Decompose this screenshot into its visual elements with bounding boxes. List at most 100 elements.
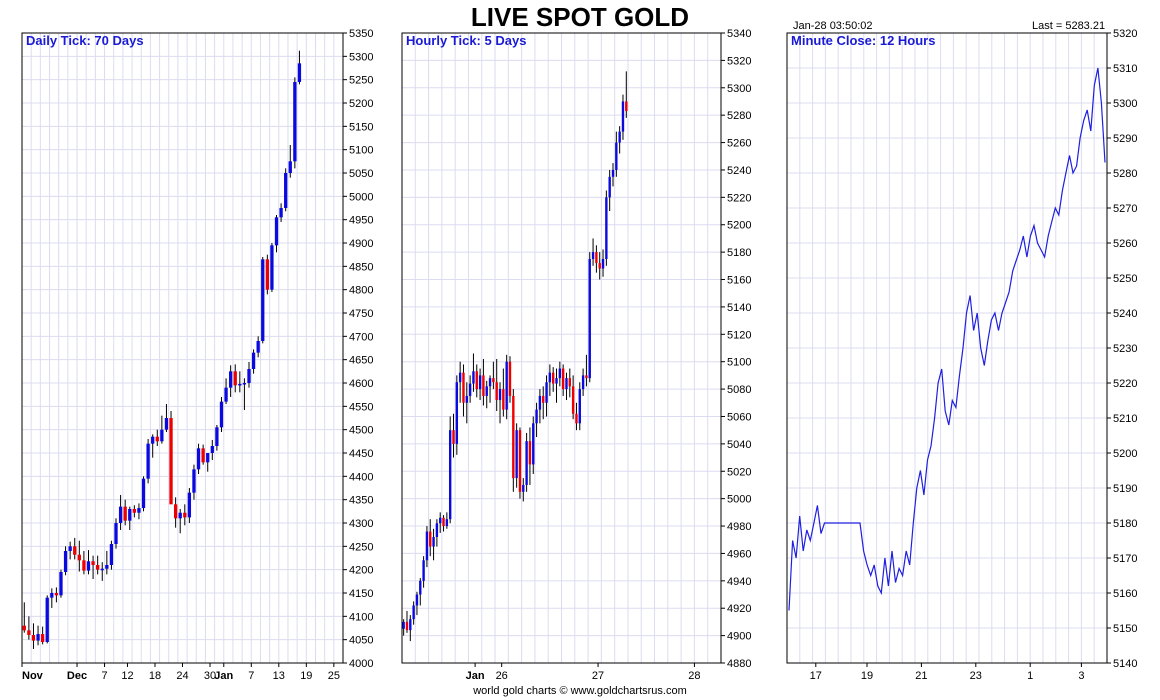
y-tick-label: 4650 (349, 355, 373, 367)
candle-body (73, 546, 77, 555)
candle-body (59, 572, 63, 596)
candle-body (293, 82, 297, 162)
y-tick-label: 4250 (349, 541, 373, 553)
candle-body (425, 531, 429, 561)
y-tick-label: 4900 (349, 238, 373, 250)
x-tick-label: Dec (67, 670, 87, 682)
y-tick-label: 5350 (349, 28, 373, 40)
candle-body (233, 371, 237, 386)
candle-body (169, 418, 173, 505)
y-tick-label: 5260 (727, 138, 751, 150)
x-tick-label: 30 (204, 670, 216, 682)
candle-body (178, 512, 182, 519)
y-tick-label: 5000 (727, 494, 751, 506)
candle-body (532, 423, 535, 465)
candle-body (475, 371, 478, 390)
y-tick-label: 4500 (349, 425, 373, 437)
candle-body (445, 519, 449, 527)
candle-body (545, 382, 548, 403)
candle-body (495, 382, 498, 401)
y-tick-label: 4880 (727, 658, 751, 670)
candle-body (82, 560, 86, 571)
x-tick-label: 3 (1078, 670, 1084, 682)
candle-body (415, 594, 419, 606)
candle-body (256, 341, 260, 353)
y-tick-label: 4200 (349, 565, 373, 577)
candle-body (551, 372, 555, 384)
candle-body (595, 252, 598, 264)
candle-body (591, 252, 595, 259)
y-tick-label: 4980 (727, 521, 751, 533)
candle-body (242, 383, 247, 385)
candle-body (206, 453, 210, 463)
y-tick-label: 5240 (727, 165, 751, 177)
candle-body (164, 418, 169, 430)
y-tick-label: 4300 (349, 518, 373, 530)
x-tick-label: 17 (810, 670, 822, 682)
y-tick-label: 5220 (1113, 378, 1137, 390)
candle-body (611, 169, 615, 177)
candle-body (196, 448, 201, 470)
candle-body (419, 580, 422, 595)
candle-body (279, 208, 283, 218)
candle-body (485, 386, 488, 396)
y-tick-label: 4000 (349, 658, 373, 670)
y-tick-label: 5100 (727, 357, 751, 369)
x-tick-label: 28 (688, 670, 700, 682)
x-tick-label: 26 (496, 670, 508, 682)
y-tick-label: 4150 (349, 588, 373, 600)
candle-body (478, 375, 482, 390)
candle-body (151, 436, 155, 444)
candle-body (50, 593, 54, 598)
candle-body (605, 197, 608, 259)
y-tick-label: 5280 (727, 110, 751, 122)
x-tick-label: 12 (121, 670, 133, 682)
candle-body (100, 568, 104, 571)
candle-body (482, 375, 485, 396)
candle-body (274, 217, 279, 246)
candle-body (68, 546, 72, 551)
candle-body (123, 506, 127, 521)
panel-title: Minute Close: 12 Hours (791, 33, 935, 48)
series-line (788, 67, 1106, 611)
y-tick-label: 4400 (349, 471, 373, 483)
y-tick-label: 5050 (349, 168, 373, 180)
x-tick-label: Nov (22, 670, 44, 682)
candle-body (228, 371, 233, 388)
panel-daily: 4000 4050 4100 4150 4200 4250 4300 4350 4400 4450… (21, 28, 373, 682)
y-tick-label: 5300 (1113, 98, 1137, 110)
x-tick-label: 21 (915, 670, 927, 682)
candle-body (565, 378, 568, 390)
y-tick-label: 4750 (349, 308, 373, 320)
candle-body (558, 368, 562, 379)
candle-body (625, 101, 628, 112)
candle-body (535, 409, 538, 424)
candle-body (128, 509, 132, 521)
candle-body (588, 258, 591, 379)
y-tick-label: 5200 (349, 98, 373, 110)
x-tick-label: Jan (466, 670, 485, 682)
candle-body (601, 258, 605, 269)
y-tick-label: 5200 (1113, 448, 1137, 460)
y-tick-label: 4550 (349, 401, 373, 413)
y-tick-label: 5250 (349, 75, 373, 87)
candle-body (422, 560, 425, 581)
y-tick-label: 4960 (727, 548, 751, 560)
candle-body (492, 378, 495, 383)
candle-body (114, 523, 118, 544)
footer-credit: world gold charts © www.goldchartsrus.co… (473, 685, 687, 697)
y-tick-label: 5300 (349, 51, 373, 63)
candle-body (201, 448, 205, 463)
candle-body (502, 389, 505, 410)
plot-frame (401, 32, 722, 664)
candle-body (538, 395, 542, 410)
y-tick-label: 5340 (727, 28, 751, 40)
y-tick-label: 5300 (727, 83, 751, 95)
candle-body (439, 517, 442, 524)
candle-body (615, 142, 618, 170)
candle-body (455, 382, 459, 444)
x-tick-label: 27 (592, 670, 604, 682)
candle-body (160, 429, 164, 442)
candle-body (598, 263, 601, 269)
panel-title: Daily Tick: 70 Days (26, 33, 144, 48)
